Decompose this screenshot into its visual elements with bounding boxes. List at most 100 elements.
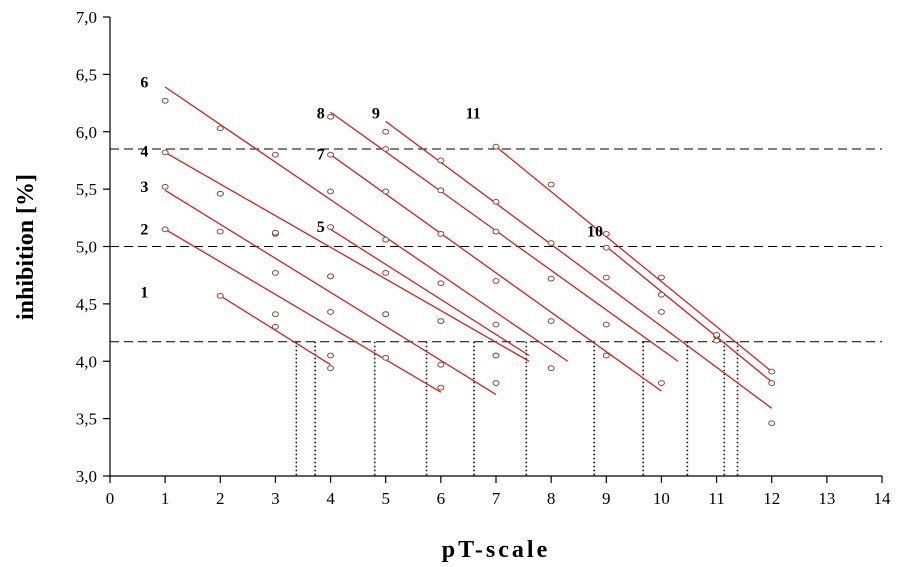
x-tick-label: 11: [708, 489, 724, 508]
data-points: [161, 97, 776, 427]
data-point-series-8: [602, 321, 610, 328]
data-point-series-6: [161, 97, 169, 104]
data-point-series-3: [161, 183, 169, 190]
data-point-series-8: [437, 187, 445, 194]
data-point-series-1: [271, 323, 279, 330]
y-tick-label: 6,0: [76, 123, 97, 142]
y-tick-label: 3,0: [76, 467, 97, 486]
series-label-2: 2: [140, 221, 148, 238]
data-point-series-6: [547, 365, 555, 372]
data-point-series-6: [382, 236, 390, 243]
axes: [103, 16, 883, 483]
x-tick-label: 10: [653, 489, 670, 508]
data-point-series-8: [492, 228, 500, 235]
x-axis-title: pT-scale: [442, 537, 550, 563]
data-point-series-7: [492, 278, 500, 284]
fit-line-series-8: [330, 111, 679, 362]
data-point-series-5: [327, 352, 335, 359]
data-point-series-5: [271, 311, 279, 318]
data-point-series-11: [492, 143, 500, 150]
x-tick-label: 1: [161, 489, 170, 508]
data-point-series-11: [713, 331, 721, 338]
x-tick-label: 6: [437, 489, 446, 508]
x-tick-label: 7: [492, 489, 501, 508]
data-point-series-9: [768, 420, 776, 427]
y-tick-label: 5,0: [76, 238, 97, 257]
data-point-series-2: [216, 228, 224, 235]
x-tick-label: 5: [381, 489, 390, 508]
data-point-series-5: [382, 269, 390, 276]
data-point-series-5: [492, 352, 500, 359]
data-point-series-11: [602, 230, 610, 237]
data-point-series-4: [327, 273, 335, 280]
series-label-6: 6: [140, 74, 148, 91]
x-tick-label: 9: [602, 489, 611, 508]
data-point-series-9: [492, 198, 500, 205]
data-point-series-5: [437, 318, 445, 324]
y-tick-label: 7,0: [76, 8, 97, 27]
x-tick-label: 4: [326, 489, 335, 508]
x-tick-label: 0: [106, 489, 115, 508]
data-point-series-7: [437, 230, 445, 237]
data-point-series-11: [547, 181, 555, 188]
data-point-series-7: [327, 151, 335, 158]
fit-line-series-4: [164, 151, 530, 362]
data-point-series-9: [382, 128, 390, 135]
data-point-series-7: [547, 318, 555, 324]
data-point-series-9: [657, 309, 665, 315]
fit-line-series-9: [385, 120, 773, 409]
data-point-series-3: [437, 361, 445, 368]
fit-line-series-3: [164, 189, 497, 396]
y-tick-labels: 3,0 3,5 4,0 4,5 5,0 5,5 6,0 6,5 7,0: [76, 8, 97, 486]
data-point-series-7: [602, 352, 610, 359]
data-point-series-2: [382, 354, 390, 361]
data-point-series-11: [657, 274, 665, 281]
data-point-series-6: [437, 280, 445, 287]
series-label-7: 7: [317, 147, 325, 164]
x-tick-label: 14: [874, 489, 892, 508]
y-tick-label: 5,5: [76, 180, 97, 199]
data-point-series-3: [492, 380, 500, 386]
x-tick-label: 2: [216, 489, 225, 508]
y-tick-label: 4,5: [76, 295, 97, 314]
data-point-series-6: [216, 125, 224, 132]
fit-line-series-6: [164, 86, 569, 362]
series-label-10: 10: [587, 224, 603, 241]
data-point-series-2: [271, 269, 279, 276]
data-point-series-9: [602, 274, 610, 281]
data-point-series-7: [382, 188, 390, 195]
data-point-series-8: [657, 380, 665, 386]
data-point-series-10: [657, 291, 665, 298]
data-point-series-11: [768, 368, 776, 375]
series-label-11: 11: [466, 105, 481, 122]
x-tick-label: 8: [547, 489, 556, 508]
fit-line-series-10: [605, 245, 773, 383]
data-point-series-4: [382, 311, 390, 318]
fit-line-series-11: [495, 146, 773, 373]
x-tick-label: 12: [763, 489, 780, 508]
data-point-series-1: [327, 365, 335, 372]
data-point-series-2: [161, 226, 169, 233]
x-tick-labels: 0 1 2 3 4 5 6 7 8 9 10 11 12 13 14: [106, 489, 891, 508]
fit-line-series-5: [330, 228, 530, 357]
data-point-series-8: [547, 275, 555, 282]
data-point-series-8: [327, 113, 335, 120]
data-point-series-4: [271, 229, 279, 236]
data-point-series-1: [216, 292, 224, 299]
y-tick-label: 4,0: [76, 352, 97, 371]
data-point-series-6: [492, 321, 500, 328]
series-labels: 1 2 3 4 5 6 7 8 9 10 11: [140, 74, 603, 301]
data-point-series-4: [216, 190, 224, 197]
data-point-series-10: [602, 244, 610, 251]
data-point-series-4: [161, 149, 169, 156]
data-point-series-6: [327, 188, 335, 195]
data-point-series-2: [437, 384, 445, 391]
series-label-8: 8: [317, 105, 325, 122]
data-point-series-9: [547, 240, 555, 246]
series-label-1: 1: [140, 284, 148, 301]
series-label-3: 3: [140, 179, 148, 196]
x-tick-label: 3: [271, 489, 280, 508]
y-axis-title: inhibition [%]: [13, 174, 39, 320]
fit-line-series-2: [164, 228, 442, 393]
